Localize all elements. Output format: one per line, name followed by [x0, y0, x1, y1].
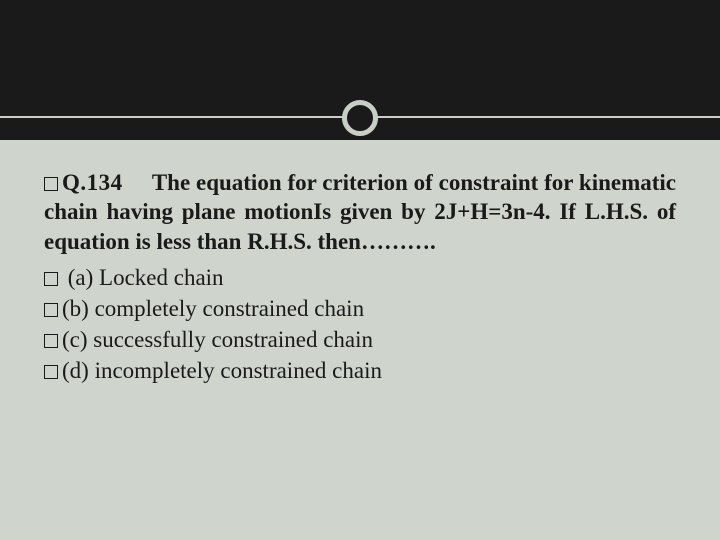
bullet-box-icon [44, 177, 58, 191]
bullet-box-icon [44, 334, 58, 348]
bullet-box-icon [44, 272, 58, 286]
option-d: (d) incompletely constrained chain [44, 355, 676, 386]
question-body: The equation for criterion of constraint… [44, 170, 676, 254]
header-circle-ornament [342, 100, 378, 136]
header-band [0, 0, 720, 140]
option-label: (b) completely constrained chain [62, 296, 364, 321]
content-area: Q.134 The equation for criterion of cons… [0, 140, 720, 387]
option-a: (a) Locked chain [44, 262, 676, 293]
option-label: (d) incompletely constrained chain [62, 358, 382, 383]
bullet-box-icon [44, 303, 58, 317]
option-c: (c) successfully constrained chain [44, 324, 676, 355]
bullet-box-icon [44, 365, 58, 379]
question-text: Q.134 The equation for criterion of cons… [44, 168, 676, 256]
option-label: (c) successfully constrained chain [62, 327, 373, 352]
option-b: (b) completely constrained chain [44, 293, 676, 324]
question-number: Q.134 [62, 170, 123, 195]
option-label: (a) Locked chain [62, 265, 224, 290]
